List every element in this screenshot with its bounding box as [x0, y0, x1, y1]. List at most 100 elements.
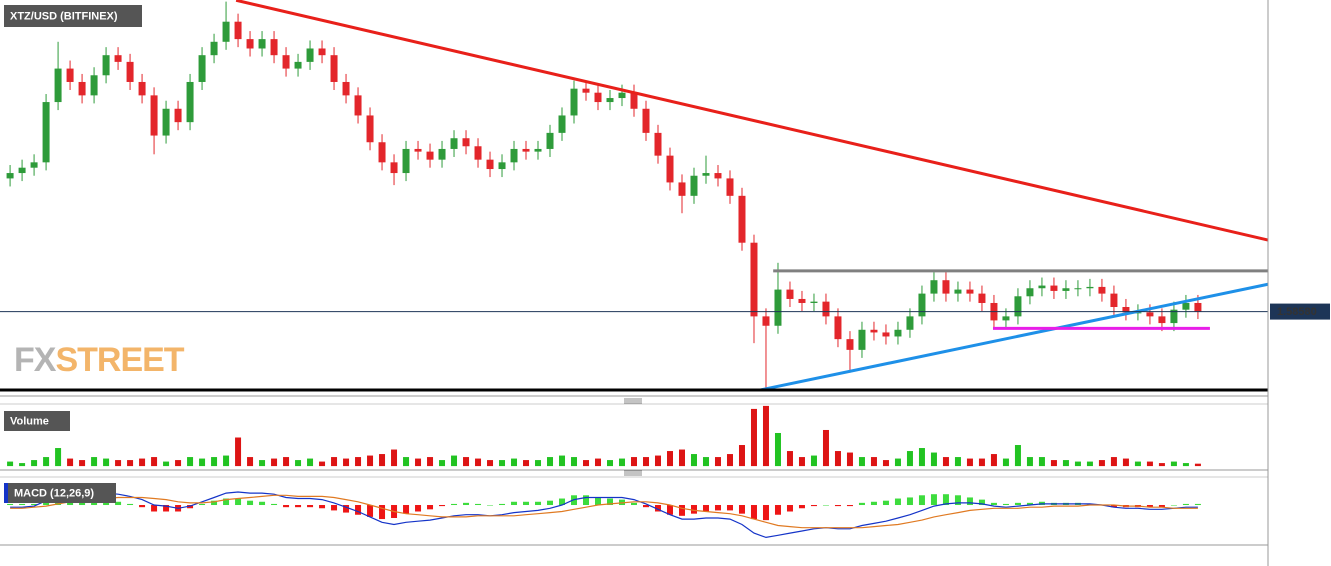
candle-body	[102, 55, 110, 76]
volume-bar	[870, 457, 877, 467]
macd-histogram-bar	[199, 503, 206, 506]
macd-histogram-bar	[19, 503, 26, 506]
macd-histogram-bar	[1146, 505, 1153, 508]
candle-body	[390, 162, 398, 174]
macd-histogram-bar	[583, 495, 590, 506]
macd-histogram-bar	[942, 494, 949, 506]
trendline	[235, 0, 1269, 242]
volume-bar	[631, 457, 637, 467]
macd-histogram-bar	[439, 505, 446, 507]
candle-body	[954, 289, 962, 294]
macd-histogram-bar	[163, 505, 170, 512]
candle-body	[726, 178, 734, 196]
volume-bar	[619, 458, 626, 467]
macd-histogram-bar	[834, 505, 841, 507]
macd-histogram-bar	[786, 505, 793, 512]
resize-handle[interactable]	[624, 398, 642, 404]
macd-histogram-bar	[295, 505, 302, 508]
volume-bar	[906, 451, 913, 467]
macd-histogram-bar	[475, 503, 482, 506]
candle-body	[1194, 302, 1202, 312]
watermark: FXSTREET	[14, 341, 186, 379]
volume-bar	[954, 457, 961, 467]
volume-bar	[607, 460, 614, 467]
macd-histogram-bar	[307, 505, 314, 508]
chart-title: XTZ/USD (BITFINEX)	[10, 10, 118, 22]
candle-body	[1110, 293, 1118, 307]
macd-histogram-bar	[235, 498, 242, 506]
candle-body	[42, 102, 50, 163]
macd-histogram-bar	[1026, 502, 1033, 506]
candle-body	[942, 280, 950, 294]
candle-body	[330, 55, 338, 82]
volume-bar	[822, 429, 829, 467]
candle-body	[618, 92, 626, 99]
resize-handle[interactable]	[624, 470, 642, 476]
candle-body	[606, 98, 614, 103]
macd-histogram-bar	[427, 505, 434, 510]
macd-histogram-bar	[810, 505, 817, 507]
volume-bar	[978, 458, 985, 467]
volume-bar	[535, 460, 542, 467]
macd-histogram-bar	[858, 502, 865, 506]
volume-bar	[1062, 460, 1069, 467]
volume-bar	[1110, 457, 1117, 467]
candle-body	[438, 148, 446, 160]
volume-bar	[834, 451, 841, 467]
candle-body	[366, 115, 374, 143]
candle-body	[162, 108, 170, 136]
candle-body	[690, 175, 698, 196]
macd-histogram-bar	[259, 501, 266, 506]
macd-histogram-bar	[403, 505, 410, 514]
candle-body	[234, 21, 242, 40]
macd-histogram-bar	[966, 497, 973, 506]
volume-bar	[151, 457, 158, 467]
volume-bar	[127, 460, 134, 467]
candle-body	[882, 332, 890, 337]
macd-histogram-bar	[774, 505, 781, 515]
candle-body	[18, 167, 26, 174]
volume-bar	[762, 405, 769, 467]
volume-bar	[415, 458, 422, 467]
volume-bar	[678, 449, 685, 467]
candle-body	[1074, 288, 1082, 290]
macd-histogram-bar	[750, 505, 757, 520]
candle-body	[1134, 312, 1142, 314]
candle-body	[534, 148, 542, 152]
candle-body	[306, 48, 314, 62]
macd-histogram-bar	[487, 505, 494, 506]
volume-bar	[654, 455, 661, 467]
macd-histogram-bar	[1182, 503, 1189, 506]
volume-bar	[798, 457, 805, 467]
volume-bar	[1122, 458, 1129, 467]
macd-histogram-bar	[1014, 502, 1021, 506]
watermark-street: STREET	[55, 341, 184, 379]
macd-histogram-bar	[223, 498, 230, 506]
candle-body	[426, 151, 434, 160]
macd-histogram-bar	[846, 505, 853, 507]
candle-body	[6, 173, 14, 179]
volume-bar	[67, 458, 74, 467]
volume-bar	[559, 455, 566, 467]
volume-bar	[1002, 458, 1009, 467]
macd-histogram-bar	[1002, 503, 1009, 506]
candle-body	[78, 81, 86, 96]
volume-bar	[1170, 461, 1177, 467]
volume-bar	[211, 457, 218, 467]
candle-body	[1002, 316, 1010, 321]
macd-histogram-bar	[654, 505, 661, 512]
candle-body	[978, 293, 986, 303]
macd-histogram-bar	[367, 505, 374, 517]
candle-body	[1170, 309, 1178, 324]
volume-bar	[439, 460, 446, 467]
macd-histogram-bar	[355, 505, 362, 515]
volume-bar	[1026, 457, 1033, 467]
volume-bar	[738, 445, 745, 467]
last-price-box	[1270, 303, 1330, 320]
candle-body	[714, 173, 722, 179]
volume-bar	[247, 457, 254, 467]
macd-histogram-bar	[714, 505, 721, 511]
macd-histogram-bar	[331, 505, 338, 511]
